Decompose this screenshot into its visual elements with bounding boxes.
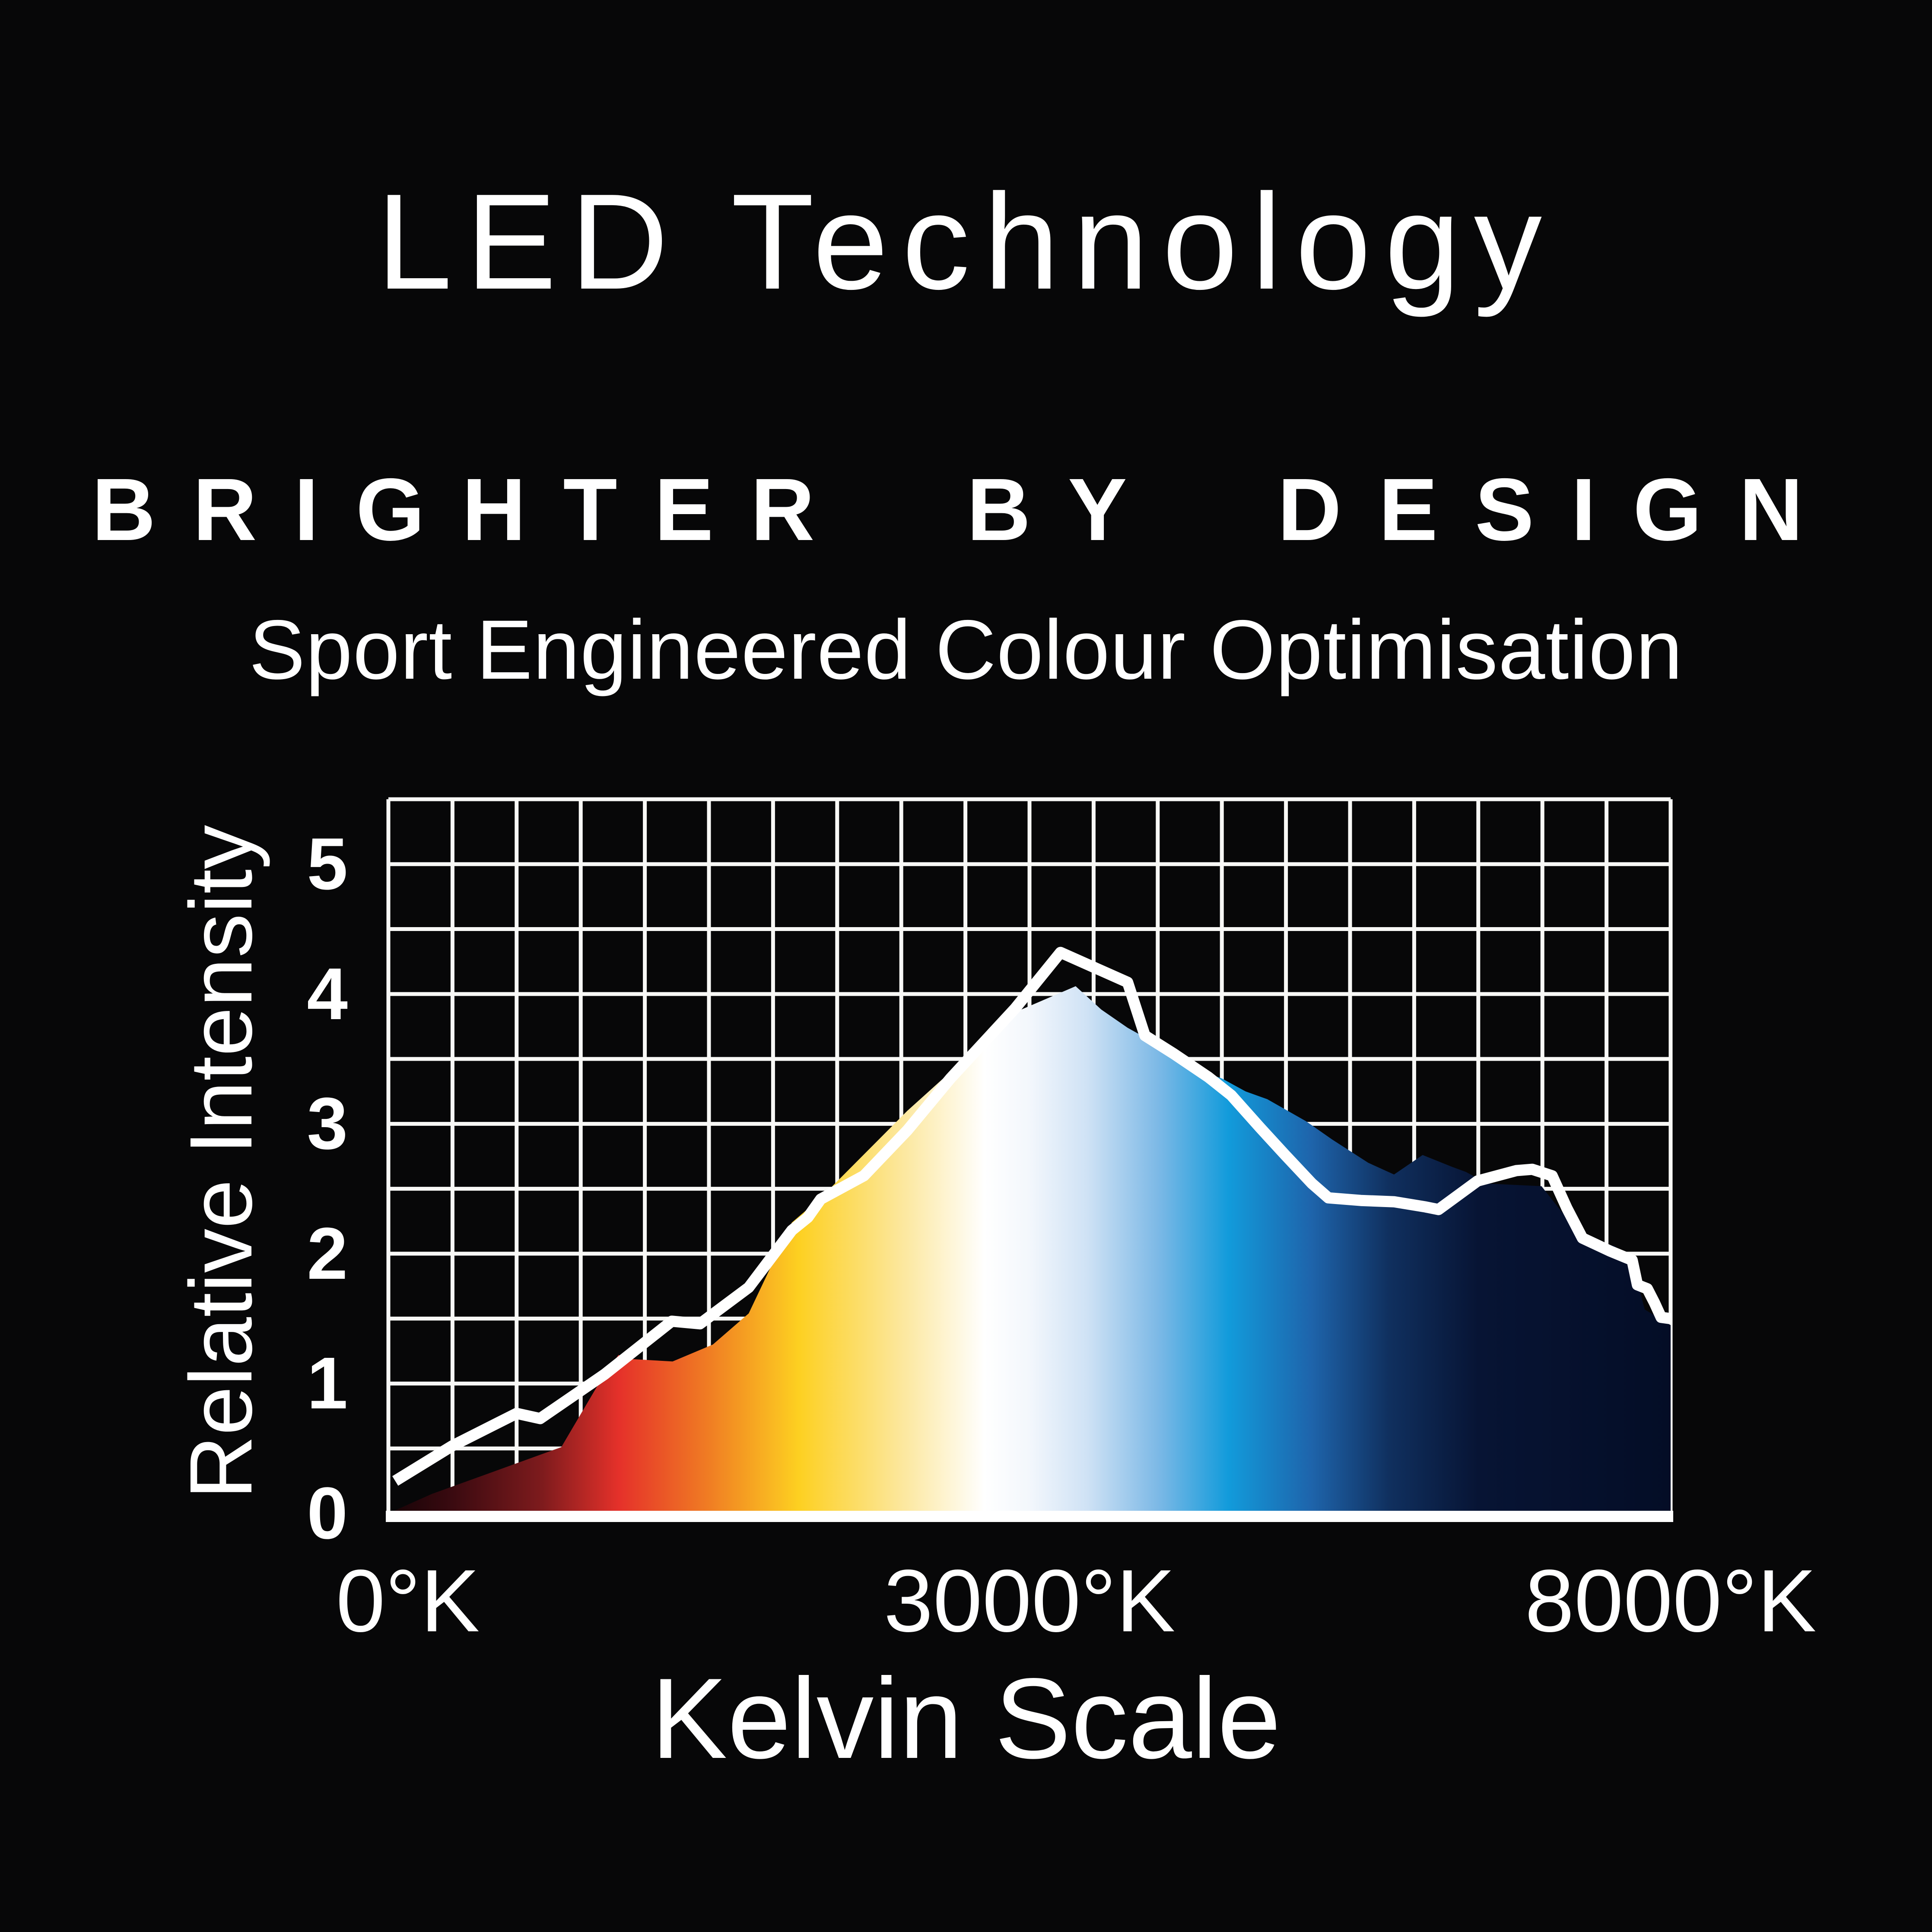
reference-line-series <box>392 947 1671 1486</box>
y-tick-label: 0 <box>307 1472 348 1554</box>
y-tick-label: 4 <box>307 953 348 1035</box>
chart-canvas <box>386 797 1673 1522</box>
spectrum-area-series <box>388 986 1671 1513</box>
x-tick-label: 3000°K <box>883 1551 1176 1650</box>
y-tick-label: 5 <box>307 823 348 906</box>
subtitle: Sport Engineered Colour Optimisation <box>249 603 1683 697</box>
x-axis-line <box>386 1511 1673 1522</box>
page-title: LED Technology <box>376 165 1556 318</box>
x-tick-label: 8000°K <box>1525 1551 1817 1650</box>
spectrum-chart <box>386 797 1673 1522</box>
tagline: BRIGHTER BY DESIGN <box>92 460 1840 559</box>
y-tick-label: 2 <box>307 1212 348 1295</box>
y-tick-label: 1 <box>307 1342 348 1425</box>
y-tick-label: 3 <box>307 1083 348 1165</box>
x-axis-title: Kelvin Scale <box>651 1655 1281 1783</box>
x-tick-label: 0°K <box>336 1551 480 1650</box>
